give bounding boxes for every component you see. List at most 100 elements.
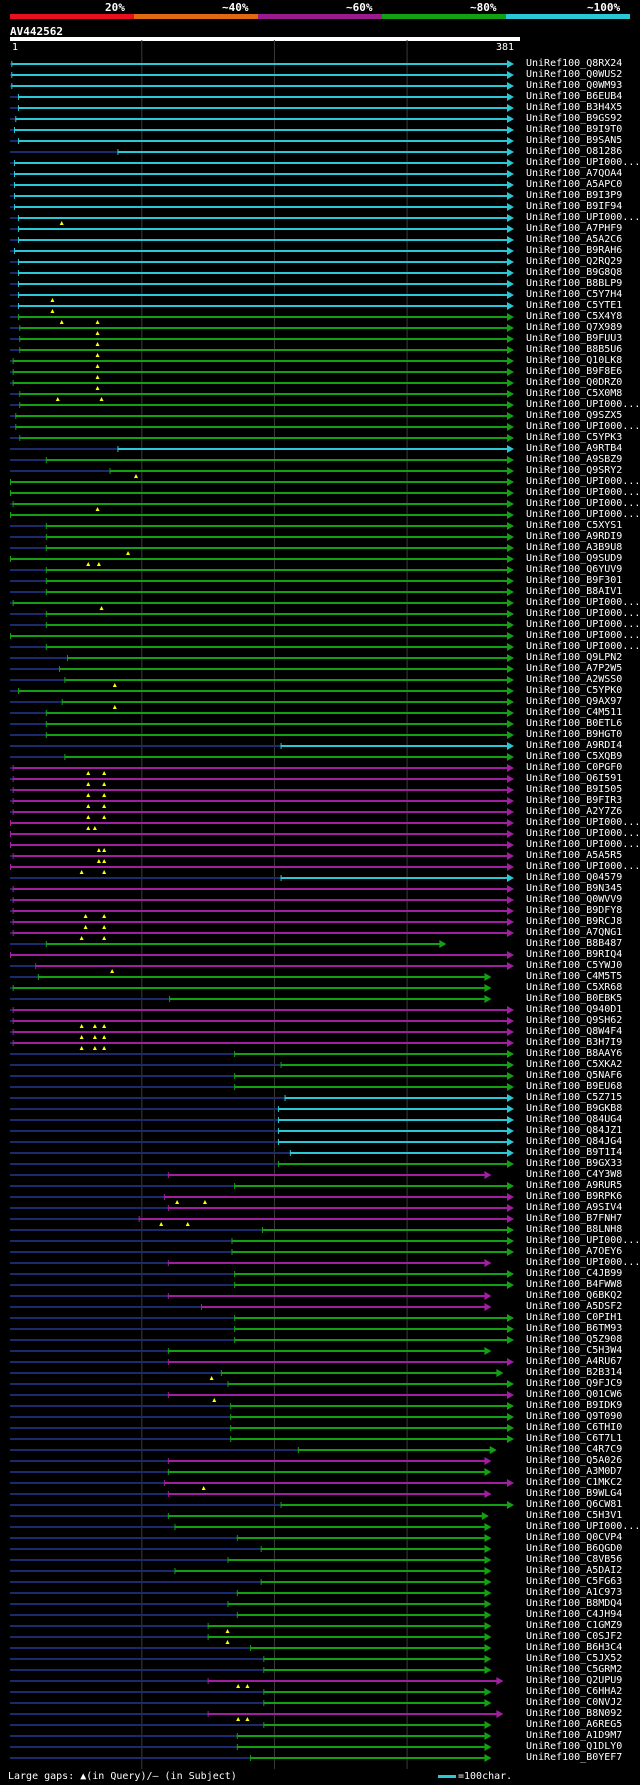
hit-label[interactable]: UniRef100_B8BLP9 — [526, 278, 623, 289]
hit-label[interactable]: UniRef100_Q2UPU9 — [526, 1675, 623, 1686]
hit-label[interactable]: UniRef100_B6H3C4 — [526, 1642, 623, 1653]
hit-label[interactable]: UniRef100_A9RUR5 — [526, 1180, 623, 1191]
hit-label[interactable]: UniRef100_Q0WUS2 — [526, 69, 623, 80]
hit-label[interactable]: UniRef100_Q9FJC9 — [526, 1378, 623, 1389]
hit-label[interactable]: UniRef100_Q84JG4 — [526, 1136, 623, 1147]
hit-label[interactable]: UniRef100_B9T1I4 — [526, 1147, 623, 1158]
hit-label[interactable]: UniRef100_B9DFY8 — [526, 905, 623, 916]
hit-label[interactable]: UniRef100_Q6YUV9 — [526, 564, 623, 575]
hit-label[interactable]: UniRef100_Q84JZ1 — [526, 1125, 623, 1136]
hit-label[interactable]: UniRef100_B9RCJ8 — [526, 916, 623, 927]
hit-label[interactable]: UniRef100_Q5NAF6 — [526, 1070, 623, 1081]
hit-label[interactable]: UniRef100_UPI000... — [526, 1235, 640, 1246]
hit-label[interactable]: UniRef100_C6HHA2 — [526, 1686, 623, 1697]
hit-label[interactable]: UniRef100_Q9LPN2 — [526, 652, 623, 663]
hit-label[interactable]: UniRef100_C5H3V1 — [526, 1510, 623, 1521]
hit-label[interactable]: UniRef100_Q9SZX5 — [526, 410, 623, 421]
hit-label[interactable]: UniRef100_A7PHF9 — [526, 223, 623, 234]
hit-label[interactable]: UniRef100_A5APC0 — [526, 179, 623, 190]
hit-label[interactable]: UniRef100_Q9AX97 — [526, 696, 623, 707]
hit-label[interactable]: UniRef100_A7QNG1 — [526, 927, 623, 938]
hit-label[interactable]: UniRef100_C5XQB9 — [526, 751, 623, 762]
hit-label[interactable]: UniRef100_C5H3W4 — [526, 1345, 623, 1356]
hit-label[interactable]: UniRef100_B8AAY6 — [526, 1048, 623, 1059]
hit-label[interactable]: UniRef100_Q0WVV9 — [526, 894, 623, 905]
hit-label[interactable]: UniRef100_UPI000... — [526, 487, 640, 498]
hit-label[interactable]: UniRef100_C4M511 — [526, 707, 623, 718]
hit-label[interactable]: UniRef100_B0EBK5 — [526, 993, 623, 1004]
hit-label[interactable]: UniRef100_Q9SUD9 — [526, 553, 623, 564]
hit-label[interactable]: UniRef100_A9RTB4 — [526, 443, 623, 454]
hit-label[interactable]: UniRef100_Q0DRZ0 — [526, 377, 623, 388]
hit-label[interactable]: UniRef100_C0PGF0 — [526, 762, 623, 773]
hit-label[interactable]: UniRef100_C6THI0 — [526, 1422, 623, 1433]
hit-label[interactable]: UniRef100_B9IDK9 — [526, 1400, 623, 1411]
hit-label[interactable]: UniRef100_B9GS92 — [526, 113, 623, 124]
hit-label[interactable]: UniRef100_B6QGD0 — [526, 1543, 623, 1554]
hit-label[interactable]: UniRef100_C5YWJ0 — [526, 960, 623, 971]
hit-label[interactable]: UniRef100_B9GX33 — [526, 1158, 623, 1169]
hit-label[interactable]: UniRef100_Q01CW6 — [526, 1389, 623, 1400]
hit-label[interactable]: UniRef100_UPI000... — [526, 608, 640, 619]
hit-label[interactable]: UniRef100_A9RDI9 — [526, 531, 623, 542]
hit-label[interactable]: UniRef100_Q5A026 — [526, 1455, 623, 1466]
hit-label[interactable]: UniRef100_C5GRM2 — [526, 1664, 623, 1675]
hit-label[interactable]: UniRef100_B4FWW8 — [526, 1279, 623, 1290]
hit-label[interactable]: UniRef100_C5JX52 — [526, 1653, 623, 1664]
hit-label[interactable]: UniRef100_B0ETL6 — [526, 718, 623, 729]
hit-label[interactable]: UniRef100_B0YEF7 — [526, 1752, 623, 1763]
hit-label[interactable]: UniRef100_C5X0M8 — [526, 388, 623, 399]
hit-label[interactable]: UniRef100_C1MKC2 — [526, 1477, 623, 1488]
hit-label[interactable]: UniRef100_C4M5T5 — [526, 971, 623, 982]
hit-label[interactable]: UniRef100_B7FNH7 — [526, 1213, 623, 1224]
hit-label[interactable]: UniRef100_B3H4X5 — [526, 102, 623, 113]
hit-label[interactable]: UniRef100_B8MDQ4 — [526, 1598, 623, 1609]
hit-label[interactable]: UniRef100_UPI000... — [526, 630, 640, 641]
hit-label[interactable]: UniRef100_UPI000... — [526, 861, 640, 872]
hit-label[interactable]: UniRef100_UPI000... — [526, 1521, 640, 1532]
hit-label[interactable]: UniRef100_B8B487 — [526, 938, 623, 949]
hit-label[interactable]: UniRef100_C0SJF2 — [526, 1631, 623, 1642]
hit-label[interactable]: UniRef100_B9G8Q8 — [526, 267, 623, 278]
hit-label[interactable]: UniRef100_UPI000... — [526, 421, 640, 432]
hit-label[interactable]: UniRef100_Q84UG4 — [526, 1114, 623, 1125]
hit-label[interactable]: UniRef100_Q0CVP4 — [526, 1532, 623, 1543]
hit-label[interactable]: UniRef100_B9RIQ4 — [526, 949, 623, 960]
hit-label[interactable]: UniRef100_C4JB99 — [526, 1268, 623, 1279]
hit-label[interactable]: UniRef100_UPI000... — [526, 399, 640, 410]
hit-label[interactable]: UniRef100_B9GKB8 — [526, 1103, 623, 1114]
hit-label[interactable]: UniRef100_B9FUU3 — [526, 333, 623, 344]
hit-label[interactable]: UniRef100_A4RU67 — [526, 1356, 623, 1367]
hit-label[interactable]: UniRef100_B8N092 — [526, 1708, 623, 1719]
hit-label[interactable]: UniRef100_B9F8E6 — [526, 366, 623, 377]
hit-label[interactable]: UniRef100_C5XKA2 — [526, 1059, 623, 1070]
hit-label[interactable]: UniRef100_A7P2W5 — [526, 663, 623, 674]
hit-label[interactable]: UniRef100_B2B314 — [526, 1367, 623, 1378]
hit-label[interactable]: UniRef100_B9N345 — [526, 883, 623, 894]
hit-label[interactable]: UniRef100_UPI000... — [526, 597, 640, 608]
hit-label[interactable]: UniRef100_B9WLG4 — [526, 1488, 623, 1499]
hit-label[interactable]: UniRef100_C5XYS1 — [526, 520, 623, 531]
hit-label[interactable]: UniRef100_C0PIH1 — [526, 1312, 623, 1323]
hit-label[interactable]: UniRef100_B3H7I9 — [526, 1037, 623, 1048]
hit-label[interactable]: UniRef100_Q5Z908 — [526, 1334, 623, 1345]
hit-label[interactable]: UniRef100_B9EU68 — [526, 1081, 623, 1092]
hit-label[interactable]: UniRef100_A2WSS0 — [526, 674, 623, 685]
hit-label[interactable]: UniRef100_Q9T090 — [526, 1411, 623, 1422]
hit-label[interactable]: UniRef100_UPI000... — [526, 212, 640, 223]
hit-label[interactable]: UniRef100_C5FG63 — [526, 1576, 623, 1587]
hit-label[interactable]: UniRef100_C5YTE1 — [526, 300, 623, 311]
hit-label[interactable]: UniRef100_Q6CW81 — [526, 1499, 623, 1510]
hit-label[interactable]: UniRef100_C4R7C9 — [526, 1444, 623, 1455]
hit-label[interactable]: UniRef100_B8AIV1 — [526, 586, 623, 597]
hit-label[interactable]: UniRef100_Q04579 — [526, 872, 623, 883]
hit-label[interactable]: UniRef100_A3B9U8 — [526, 542, 623, 553]
hit-label[interactable]: UniRef100_B9I9T0 — [526, 124, 623, 135]
hit-label[interactable]: UniRef100_UPI000... — [526, 1257, 640, 1268]
hit-label[interactable]: UniRef100_UPI000... — [526, 839, 640, 850]
hit-label[interactable]: UniRef100_C5Z715 — [526, 1092, 623, 1103]
hit-label[interactable]: UniRef100_UPI000... — [526, 641, 640, 652]
hit-label[interactable]: UniRef100_A6REG5 — [526, 1719, 623, 1730]
hit-label[interactable]: UniRef100_Q9SRY2 — [526, 465, 623, 476]
hit-label[interactable]: UniRef100_B6TM93 — [526, 1323, 623, 1334]
